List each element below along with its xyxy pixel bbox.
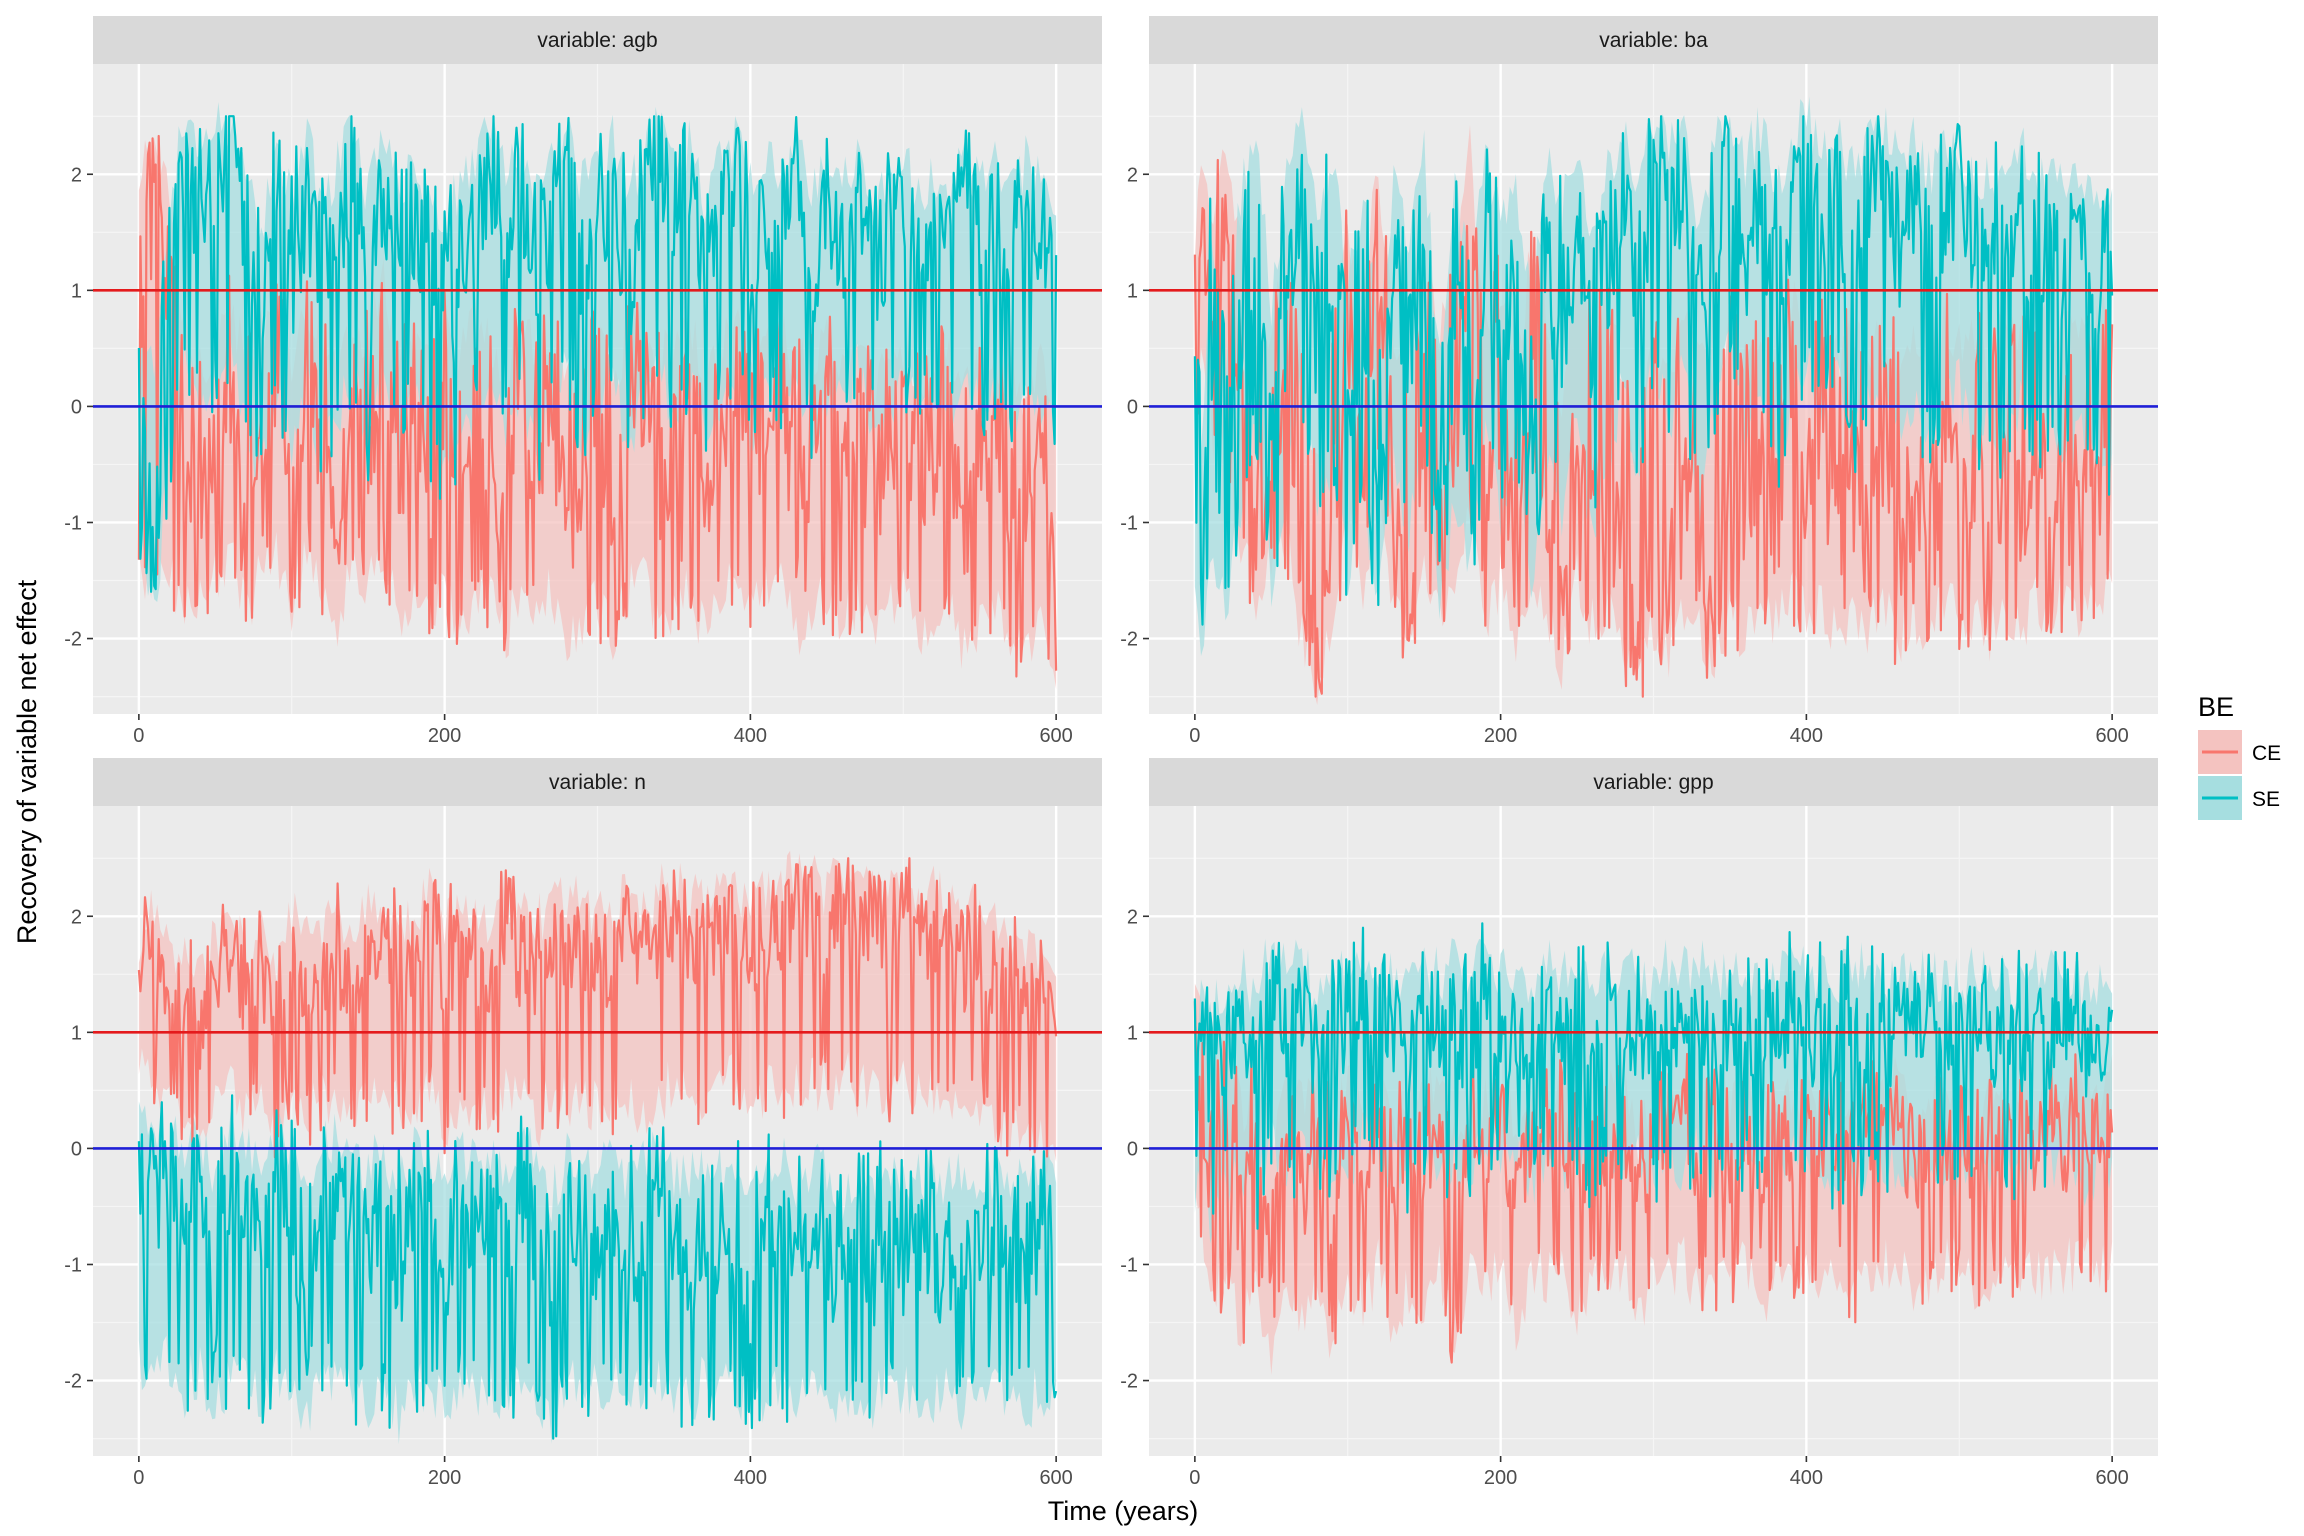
y-tick-label: 2 bbox=[1127, 906, 1138, 928]
series-line-ce bbox=[1193, 158, 2114, 698]
panel-plot-area bbox=[93, 850, 1102, 1445]
series-line-ce bbox=[137, 134, 1058, 678]
facet-strip-label: variable: agb bbox=[537, 29, 657, 52]
y-tick-label: 0 bbox=[1127, 1138, 1138, 1160]
facet-3: variable: n -2 -1 0 1 2 0 200 400 600 bbox=[64, 758, 1102, 1489]
panel-plot-area bbox=[1149, 96, 2158, 705]
y-tick-label: -2 bbox=[1120, 1371, 1138, 1393]
x-tick-label: 600 bbox=[2095, 725, 2128, 747]
y-tick-label: 1 bbox=[1127, 280, 1138, 302]
series-line-se bbox=[137, 115, 1058, 593]
panel-plot-area bbox=[1149, 922, 2158, 1375]
panel-plot-area bbox=[93, 102, 1102, 690]
y-tick-label: 1 bbox=[1127, 1022, 1138, 1044]
y-tick-label: -1 bbox=[1120, 1254, 1138, 1276]
x-axis-title: Time (years) bbox=[1048, 1496, 1199, 1526]
x-tick-label: 200 bbox=[428, 725, 461, 747]
y-tick-label: 1 bbox=[71, 1022, 82, 1044]
legend-entry-se: SE bbox=[2198, 776, 2280, 820]
facet-4: variable: gpp -2 -1 0 1 2 0 200 400 600 bbox=[1120, 758, 2158, 1489]
y-tick-label: 2 bbox=[1127, 164, 1138, 186]
legend-entry-ce: CE bbox=[2198, 730, 2281, 774]
x-tick-label: 400 bbox=[1790, 725, 1823, 747]
series-line-se bbox=[137, 1094, 1058, 1440]
y-tick-label: 0 bbox=[1127, 396, 1138, 418]
x-tick-label: 0 bbox=[1189, 1467, 1200, 1489]
y-tick-label: -1 bbox=[1120, 512, 1138, 534]
x-tick-label: 400 bbox=[734, 725, 767, 747]
y-axis-title: Recovery of variable net effect bbox=[12, 579, 42, 944]
x-tick-label: 400 bbox=[734, 1467, 767, 1489]
x-tick-label: 600 bbox=[2095, 1467, 2128, 1489]
x-tick-label: 600 bbox=[1039, 725, 1072, 747]
x-tick-label: 200 bbox=[428, 1467, 461, 1489]
facet-strip bbox=[1149, 758, 2158, 806]
legend-title: BE bbox=[2198, 692, 2234, 722]
series-line-ce bbox=[137, 857, 1058, 1159]
y-tick-label: 1 bbox=[71, 280, 82, 302]
series-line-se bbox=[1193, 115, 2114, 626]
facet-strip bbox=[1149, 16, 2158, 64]
y-tick-label: 2 bbox=[71, 164, 82, 186]
y-tick-label: 2 bbox=[71, 906, 82, 928]
facet-strip bbox=[93, 16, 1102, 64]
y-tick-label: -1 bbox=[64, 1254, 82, 1276]
x-tick-label: 0 bbox=[133, 725, 144, 747]
y-tick-label: -2 bbox=[64, 1371, 82, 1393]
x-tick-label: 400 bbox=[1790, 1467, 1823, 1489]
ribbon-se bbox=[138, 102, 1057, 602]
legend-label-ce: CE bbox=[2252, 742, 2281, 765]
x-tick-label: 600 bbox=[1039, 1467, 1072, 1489]
x-tick-label: 0 bbox=[1189, 725, 1200, 747]
legend-label-se: SE bbox=[2252, 788, 2280, 811]
y-tick-label: -2 bbox=[1120, 629, 1138, 651]
x-tick-label: 200 bbox=[1484, 725, 1517, 747]
series-line-se bbox=[1193, 922, 2114, 1230]
facet-2: variable: ba -2 -1 0 1 2 0 200 400 600 bbox=[1120, 16, 2158, 747]
facet-strip-label: variable: n bbox=[549, 771, 646, 794]
x-tick-label: 200 bbox=[1484, 1467, 1517, 1489]
y-tick-label: 0 bbox=[71, 396, 82, 418]
facet-strip-label: variable: ba bbox=[1599, 29, 1708, 52]
ribbon-ce bbox=[138, 850, 1057, 1176]
x-tick-label: 0 bbox=[133, 1467, 144, 1489]
y-tick-label: 0 bbox=[71, 1138, 82, 1160]
y-tick-label: -1 bbox=[64, 512, 82, 534]
facet-strip bbox=[93, 758, 1102, 806]
facet-1: variable: agb -2 -1 0 1 2 0 200 400 600 bbox=[64, 16, 1102, 747]
facet-strip-label: variable: gpp bbox=[1593, 771, 1713, 794]
legend: BE CE SE bbox=[2198, 692, 2281, 820]
y-tick-label: -2 bbox=[64, 629, 82, 651]
